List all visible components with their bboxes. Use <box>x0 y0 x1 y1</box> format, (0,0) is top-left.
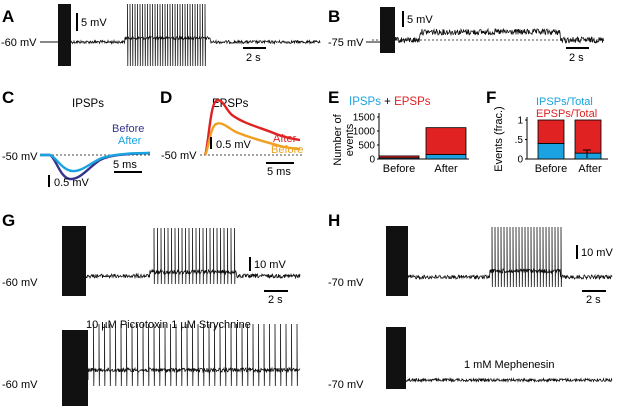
panel-h-scale-t: 2 s <box>586 294 601 306</box>
panel-d-letter: D <box>160 88 172 107</box>
panel-c-title: IPSPs <box>72 98 104 110</box>
panel-a-trace <box>70 3 321 67</box>
panel-a-letter: A <box>2 7 14 26</box>
panel-e-title: IPSPs + EPSPs <box>349 96 431 108</box>
panel-f-ytick-half: .5 <box>515 135 524 146</box>
panel-h: H -70 mV 10 mV 2 s 1 mM Mephenesin -70 m… <box>328 211 613 391</box>
fBars-before-ipspstotal <box>537 142 565 160</box>
panel-d-legend-before: Before <box>271 144 303 156</box>
panel-e-title-epsps: EPSPs <box>394 96 431 108</box>
panel-c-after-trace <box>40 151 151 173</box>
panel-f: F IPSPs/Total EPSPs/Total Events (frac.)… <box>486 88 608 175</box>
panel-e-title-plus: + <box>381 96 394 108</box>
panel-h-stim-block-bottom <box>386 327 406 389</box>
panel-a: A -60 mV 5 mV 2 s <box>1 3 321 67</box>
panel-f-xlabel-after: After <box>578 163 602 175</box>
panel-a-scale-v: 5 mV <box>81 17 107 29</box>
panel-c-scale-v: 0.5 mV <box>54 177 90 189</box>
panel-f-legend-epsps: EPSPs/Total <box>536 108 597 120</box>
panel-h-letter: H <box>328 211 340 230</box>
panel-d-after-trace <box>203 99 301 156</box>
panel-e-xlabel-before: Before <box>383 163 415 175</box>
panel-f-ylabel: Events (frac.) <box>493 106 505 171</box>
panel-f-ytick-1: 1 <box>517 116 523 127</box>
panel-h-scale-v: 10 mV <box>581 247 613 259</box>
panel-g-scale-t: 2 s <box>268 294 283 306</box>
panel-e-ylabel-line1: Number of <box>332 113 344 165</box>
eBars-before-epsps <box>378 155 420 159</box>
panel-h-stim-block-top <box>386 226 408 296</box>
panel-c-baseline: -50 mV <box>2 151 38 163</box>
panel-g-drug-label: 10 µM Picrotoxin 1 µM Strychnine <box>86 319 251 331</box>
panel-b-baseline: -75 mV <box>328 37 364 49</box>
panel-b-letter: B <box>328 7 340 26</box>
panel-e-ylabel-line2: events <box>344 123 356 156</box>
panel-b: B -75 mV 5 mV 2 s <box>328 7 605 64</box>
panel-g-stim-block-bottom <box>62 330 88 406</box>
eBars-after-epsps <box>425 127 467 155</box>
panel-c-letter: C <box>2 88 14 107</box>
panel-g-trace-control <box>85 227 301 285</box>
panel-f-letter: F <box>486 88 496 107</box>
panel-e-ytick-0: 0 <box>369 155 375 166</box>
fBars-after-ipspstotal <box>574 152 602 160</box>
panel-c-legend-before: Before <box>112 123 144 135</box>
panel-f-yticks: 0 .5 1 <box>515 116 527 166</box>
panel-c-legend-after: After <box>118 135 142 147</box>
panel-b-scale-v: 5 mV <box>407 14 433 26</box>
panel-d-scale-v: 0.5 mV <box>216 139 252 151</box>
panel-g-trace-drug <box>87 323 301 387</box>
panel-h-baseline-bottom: -70 mV <box>328 379 364 391</box>
panel-g: G -60 mV 10 mV 2 s 10 µM Picrotoxin 1 µM… <box>2 211 301 406</box>
panel-e-bars <box>378 127 467 160</box>
panel-a-scale-t: 2 s <box>246 52 261 64</box>
panel-e-ytick-500: 500 <box>358 141 375 152</box>
panel-b-scale-t: 2 s <box>569 52 584 64</box>
fBars-after-epspstotal <box>574 119 602 154</box>
panel-f-ytick-0: 0 <box>517 155 523 166</box>
panel-e-yticks: 0 500 1000 1500 <box>353 113 379 166</box>
panel-d-baseline: -50 mV <box>161 150 197 162</box>
panel-e-ytick-1000: 1000 <box>353 127 376 138</box>
panel-g-stim-block-top <box>62 226 86 296</box>
panel-f-xlabel-before: Before <box>535 163 567 175</box>
eBars-after-ipsps <box>425 154 467 160</box>
panel-a-stim-block <box>58 4 71 66</box>
panel-e: E IPSPs + EPSPs Number of events 0 500 1… <box>328 88 469 175</box>
panel-b-stim-block <box>380 7 395 53</box>
fBars-before-epspstotal <box>537 119 565 144</box>
panel-h-drug-label: 1 mM Mephenesin <box>464 359 555 371</box>
panel-f-legend-ipsps: IPSPs/Total <box>536 96 593 108</box>
panel-c: C IPSPs -50 mV Before After 0.5 mV 5 ms <box>2 88 151 189</box>
panel-e-ytick-1500: 1500 <box>353 113 376 124</box>
panel-d-legend-after: After <box>273 133 297 145</box>
panel-e-letter: E <box>328 88 339 107</box>
panel-g-baseline-bottom: -60 mV <box>2 379 38 391</box>
panel-d-before-trace <box>203 122 301 156</box>
panel-h-trace-control <box>407 226 613 288</box>
panel-h-trace-drug <box>405 377 613 384</box>
panel-c-scale-t: 5 ms <box>113 159 137 171</box>
panel-g-baseline-top: -60 mV <box>2 277 38 289</box>
panel-d-scale-t: 5 ms <box>267 166 291 178</box>
panel-b-trace <box>394 27 605 44</box>
panel-d: D EPSPs -50 mV After Before 0.5 mV 5 ms <box>160 88 303 178</box>
panel-e-xlabel-after: After <box>434 163 458 175</box>
panel-h-baseline-top: -70 mV <box>328 277 364 289</box>
panel-g-letter: G <box>2 211 15 230</box>
panel-a-baseline: -60 mV <box>1 37 37 49</box>
panel-g-scale-v: 10 mV <box>254 259 286 271</box>
panel-f-bars <box>537 119 602 160</box>
panel-e-title-ipsps: IPSPs <box>349 96 381 108</box>
